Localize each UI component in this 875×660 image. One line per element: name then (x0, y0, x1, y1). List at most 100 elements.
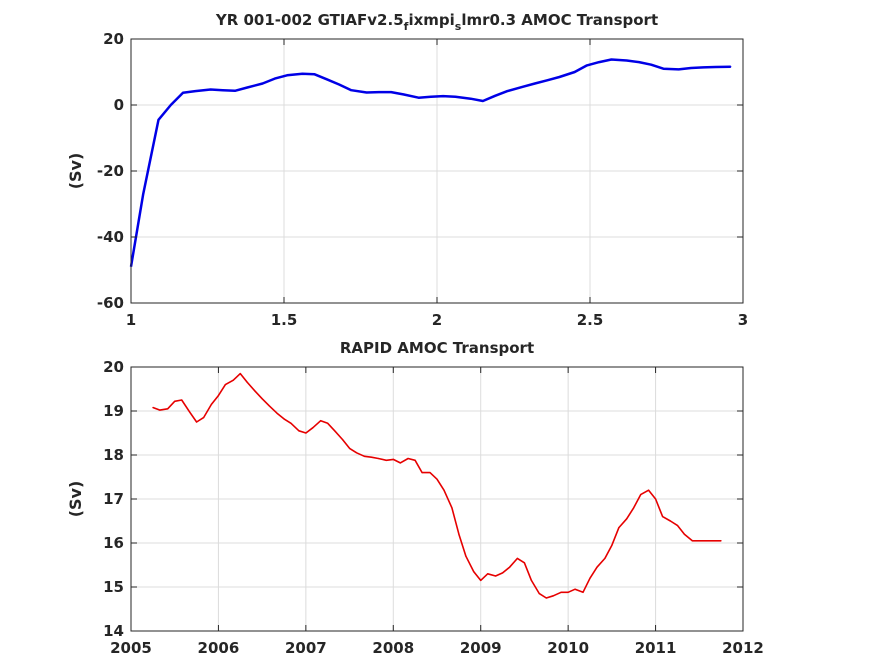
data-point (246, 86, 248, 89)
data-point (170, 104, 172, 106)
data-point (399, 462, 401, 464)
data-point (314, 73, 316, 75)
data-point (702, 66, 704, 68)
data-point (730, 66, 732, 68)
data-point (157, 119, 160, 121)
data-point (502, 572, 504, 574)
data-point (473, 571, 475, 573)
data-point (598, 61, 600, 63)
chart-title-part: YR 001-002 GTIAFv2.5 (215, 11, 404, 29)
data-point (274, 78, 276, 80)
data-point (655, 498, 657, 500)
data-point (210, 403, 212, 405)
data-point (705, 540, 707, 542)
data-point (232, 379, 234, 381)
x-tick-label: 2007 (285, 639, 327, 656)
data-point (356, 452, 358, 454)
data-point (342, 439, 344, 441)
data-point (494, 95, 496, 97)
data-point (495, 575, 497, 577)
data-point (604, 557, 606, 560)
y-tick-label: 0 (114, 96, 124, 114)
data-point (392, 458, 394, 460)
data-point (470, 98, 472, 100)
data-point (458, 533, 460, 535)
data-point (676, 524, 679, 527)
data-point (349, 447, 351, 449)
data-point (545, 597, 547, 599)
data-point (385, 459, 387, 461)
data-point (254, 390, 256, 392)
y-tick-label: -60 (97, 294, 124, 312)
data-point (363, 455, 365, 457)
data-point (378, 91, 380, 93)
y-tick-label: 17 (103, 490, 124, 508)
y-tick-label: 18 (103, 446, 124, 464)
data-point (633, 507, 635, 509)
data-point (407, 457, 409, 460)
data-point (691, 540, 693, 542)
data-point (430, 96, 432, 98)
x-tick-label: 2 (432, 311, 442, 329)
data-point (268, 405, 270, 407)
data-point (312, 427, 314, 429)
data-point (350, 89, 352, 91)
data-point (589, 577, 591, 579)
data-point (530, 579, 533, 582)
data-point (152, 406, 154, 409)
data-point (301, 73, 303, 75)
data-point (522, 86, 524, 88)
data-point (217, 395, 219, 397)
data-point (714, 66, 717, 68)
y-tick-label: -40 (97, 228, 124, 246)
data-point (436, 478, 438, 480)
y-tick-label: 20 (103, 30, 124, 48)
data-point (390, 91, 392, 93)
x-tick-label: 3 (738, 311, 748, 329)
data-point (678, 68, 680, 70)
data-point (142, 193, 144, 195)
data-point (610, 58, 613, 61)
data-point (418, 97, 420, 99)
x-tick-label: 2011 (635, 639, 677, 656)
data-point (320, 420, 322, 422)
data-point (377, 457, 379, 460)
data-point (662, 516, 664, 518)
x-tick-label: 2.5 (577, 311, 604, 329)
data-point (224, 384, 226, 386)
chart-title-subscript: s (455, 20, 462, 33)
data-point (451, 507, 453, 509)
data-point (713, 540, 715, 542)
data-point (327, 422, 329, 424)
x-tick-label: 1.5 (271, 311, 298, 329)
data-point (626, 59, 628, 62)
data-point (538, 593, 540, 595)
data-point (640, 494, 642, 496)
data-point (487, 573, 489, 575)
data-point (690, 67, 692, 69)
x-tick-label: 2012 (722, 639, 764, 656)
x-tick-label: 2009 (460, 639, 502, 656)
y-tick-label: 15 (103, 578, 124, 596)
data-point (523, 562, 526, 564)
data-point (276, 412, 278, 414)
data-point (442, 95, 444, 97)
data-point (298, 430, 300, 432)
y-axis-label: (Sv) (66, 153, 85, 190)
data-point (509, 566, 511, 568)
x-tick-label: 1 (126, 311, 136, 329)
data-point (638, 61, 640, 63)
data-point (167, 408, 169, 410)
data-point (560, 591, 562, 593)
chart-title: RAPID AMOC Transport (340, 339, 534, 357)
chart-title-part: lmr0.3 AMOC Transport (461, 11, 658, 29)
data-point (262, 82, 264, 85)
data-point (196, 421, 198, 423)
chart-title: YR 001-002 GTIAFv2.5fixmpislmr0.3 AMOC T… (215, 11, 658, 33)
data-point (546, 79, 548, 81)
data-point (683, 533, 686, 535)
data-point (370, 456, 372, 458)
data-point (239, 373, 241, 375)
data-point (246, 381, 248, 383)
